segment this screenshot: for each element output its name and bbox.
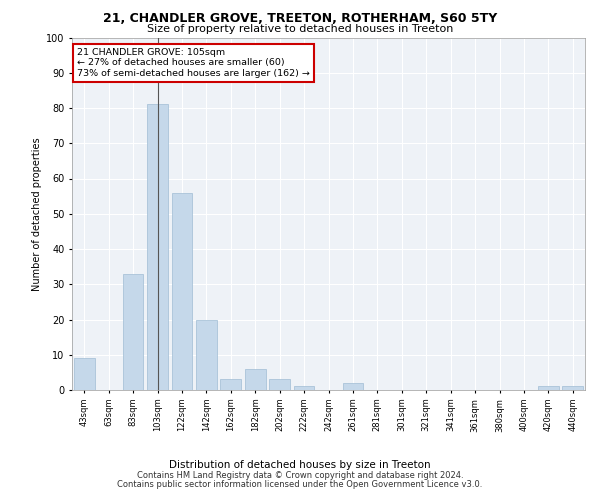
Bar bbox=[343, 383, 364, 390]
Bar bbox=[220, 380, 241, 390]
Text: Contains HM Land Registry data © Crown copyright and database right 2024.: Contains HM Land Registry data © Crown c… bbox=[137, 471, 463, 480]
Bar bbox=[293, 386, 314, 390]
Bar bbox=[147, 104, 168, 390]
Bar bbox=[269, 380, 290, 390]
Bar bbox=[538, 386, 559, 390]
Bar bbox=[172, 192, 193, 390]
Text: 21 CHANDLER GROVE: 105sqm
← 27% of detached houses are smaller (60)
73% of semi-: 21 CHANDLER GROVE: 105sqm ← 27% of detac… bbox=[77, 48, 310, 78]
Bar bbox=[74, 358, 95, 390]
Text: 21, CHANDLER GROVE, TREETON, ROTHERHAM, S60 5TY: 21, CHANDLER GROVE, TREETON, ROTHERHAM, … bbox=[103, 12, 497, 26]
Text: Distribution of detached houses by size in Treeton: Distribution of detached houses by size … bbox=[169, 460, 431, 470]
Text: Contains public sector information licensed under the Open Government Licence v3: Contains public sector information licen… bbox=[118, 480, 482, 489]
Text: Size of property relative to detached houses in Treeton: Size of property relative to detached ho… bbox=[147, 24, 453, 34]
Bar bbox=[562, 386, 583, 390]
Bar bbox=[245, 369, 266, 390]
Y-axis label: Number of detached properties: Number of detached properties bbox=[32, 137, 42, 290]
Bar bbox=[196, 320, 217, 390]
Bar bbox=[122, 274, 143, 390]
